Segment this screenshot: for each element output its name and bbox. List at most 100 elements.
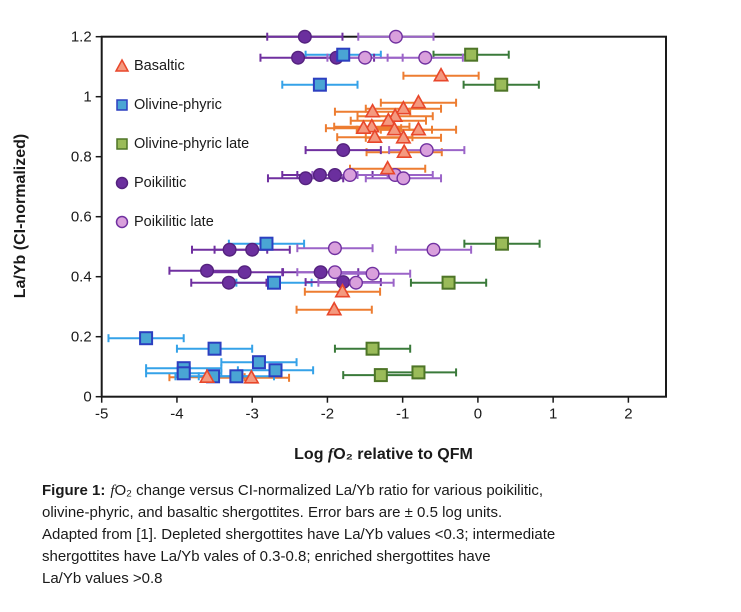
legend-label: Olivine-phyric late [134, 135, 250, 152]
caption-italic-f: f [110, 483, 115, 499]
data-point-poikilitic [312, 167, 327, 182]
data-point-poikilitic [327, 167, 342, 182]
x-tick-label: 2 [624, 406, 632, 423]
circle-marker-icon [115, 215, 129, 228]
y-tick-label: 0.4 [71, 269, 92, 286]
data-point-poikilitic-late [419, 143, 434, 158]
triangle-marker-icon [114, 57, 130, 72]
caption-line1-text: O₂ change versus CI-normalized La/Yb rat… [114, 482, 544, 499]
square-marker-icon [116, 98, 128, 111]
legend-item-olivine-phyric-late: Olivine-phyric late [114, 124, 249, 163]
data-point-olivine-phyric [229, 369, 244, 384]
x-axis-title-pre: Log [294, 446, 328, 463]
data-point-poikilitic-late [365, 266, 380, 281]
x-tick-label: 0 [474, 406, 482, 423]
data-point-poikilitic-late [388, 29, 403, 44]
x-axis-title-post: O₂ relative to QFM [333, 446, 473, 463]
data-point-poikilitic [222, 242, 237, 257]
x-axis-title-italic-f: f [327, 446, 334, 463]
y-tick-label: 0.8 [71, 149, 92, 166]
y-axis-title: La/Yb (CI-normalized) [12, 133, 29, 299]
data-point-poikilitic [291, 50, 306, 65]
data-point-basaltic [334, 283, 351, 298]
data-point-poikilitic-late [396, 171, 411, 186]
square-marker-shape [116, 137, 128, 150]
data-point-poikilitic [313, 265, 328, 280]
x-tick-label: 1 [549, 406, 557, 423]
square-marker-shape [116, 98, 128, 111]
data-point-olivine-phyric-late [411, 365, 426, 380]
data-point-poikilitic-late [327, 241, 342, 256]
data-point-olivine-phyric-late [373, 368, 388, 383]
data-point-poikilitic [297, 29, 312, 44]
y-tick-label: 1.2 [71, 29, 92, 46]
data-point-poikilitic-late [327, 265, 342, 280]
data-point-olivine-phyric-late [441, 275, 456, 290]
data-point-poikilitic [298, 171, 313, 186]
legend-label: Poikilitic [134, 174, 187, 191]
data-point-basaltic [396, 143, 413, 158]
data-point-olivine-phyric [336, 47, 351, 62]
x-axis-title: Log fO₂ relative to QFM [101, 446, 666, 464]
data-point-poikilitic-late [418, 50, 433, 65]
data-point-poikilitic [336, 143, 351, 158]
caption-line: olivine-phyric, and basaltic shergottite… [42, 504, 503, 521]
caption-line: Figure 1: fO₂ change versus CI-normalized… [42, 480, 722, 502]
data-point-basaltic [355, 119, 372, 134]
legend-label: Olivine-phyric [134, 96, 222, 113]
data-point-basaltic [198, 368, 216, 384]
data-point-olivine-phyric [259, 236, 274, 251]
data-point-poikilitic [200, 263, 215, 278]
data-point-poikilitic-late [342, 167, 357, 182]
legend-item-basaltic: Basaltic [114, 46, 249, 85]
y-tick-label: 0.6 [71, 209, 92, 226]
x-tick-label: -4 [170, 406, 183, 423]
x-tick-label: -1 [396, 406, 409, 423]
data-point-olivine-phyric-late [365, 341, 380, 356]
data-point-poikilitic [221, 275, 236, 290]
data-point-olivine-phyric [207, 341, 222, 356]
data-point-poikilitic-late [358, 50, 373, 65]
x-tick-label: -3 [246, 406, 259, 423]
data-point-poikilitic-late [426, 242, 441, 257]
legend-item-olivine-phyric: Olivine-phyric [114, 85, 249, 124]
data-point-basaltic [380, 112, 397, 127]
data-point-poikilitic [237, 265, 252, 280]
x-tick-label: -2 [321, 406, 334, 423]
caption-line: shergottites have La/Yb vales of 0.3-0.8… [42, 548, 491, 565]
data-point-olivine-phyric [312, 77, 327, 92]
y-tick-label: 0 [83, 389, 91, 406]
data-point-poikilitic [245, 242, 260, 257]
data-point-olivine-phyric [139, 331, 154, 346]
caption-line: Adapted from [1]. Depleted shergottites … [42, 526, 556, 543]
data-point-basaltic [243, 369, 260, 384]
data-point-basaltic [410, 121, 427, 136]
data-point-basaltic [366, 128, 383, 143]
data-point-basaltic [432, 67, 450, 82]
legend-item-poikilitic-late: Poikilitic late [114, 202, 249, 241]
data-point-olivine-phyric-late [464, 47, 479, 62]
legend: Basaltic Olivine-phyric Olivine-phyric lat… [114, 46, 249, 241]
data-point-olivine-phyric [268, 363, 283, 378]
caption-figure-label: Figure 1: [42, 482, 106, 499]
data-point-basaltic [386, 121, 403, 136]
data-point-olivine-phyric [251, 355, 266, 370]
data-point-basaltic [395, 129, 412, 144]
legend-label: Basaltic [134, 57, 185, 74]
data-point-basaltic [410, 94, 427, 109]
figure-caption: Figure 1: fO₂ change versus CI-normalized… [42, 480, 722, 590]
circle-marker-shape [115, 176, 129, 189]
data-point-olivine-phyric-late [494, 236, 509, 251]
data-point-basaltic [364, 103, 381, 118]
caption-line: La/Yb values >0.8 [42, 570, 163, 587]
data-point-poikilitic-late [349, 275, 364, 290]
x-tick-label: -5 [95, 406, 108, 423]
data-point-olivine-phyric [266, 275, 281, 290]
circle-marker-shape [115, 215, 129, 228]
legend-item-poikilitic: Poikilitic [114, 163, 249, 202]
triangle-marker-shape [114, 57, 130, 72]
y-tick-label: 1 [83, 89, 91, 106]
scatter-plot: -5 -4 -3 -2 -1 0 1 2 0 0.2 0.4 0.6 0.8 1 1.2 [71, 29, 667, 423]
data-point-basaltic [379, 160, 396, 175]
